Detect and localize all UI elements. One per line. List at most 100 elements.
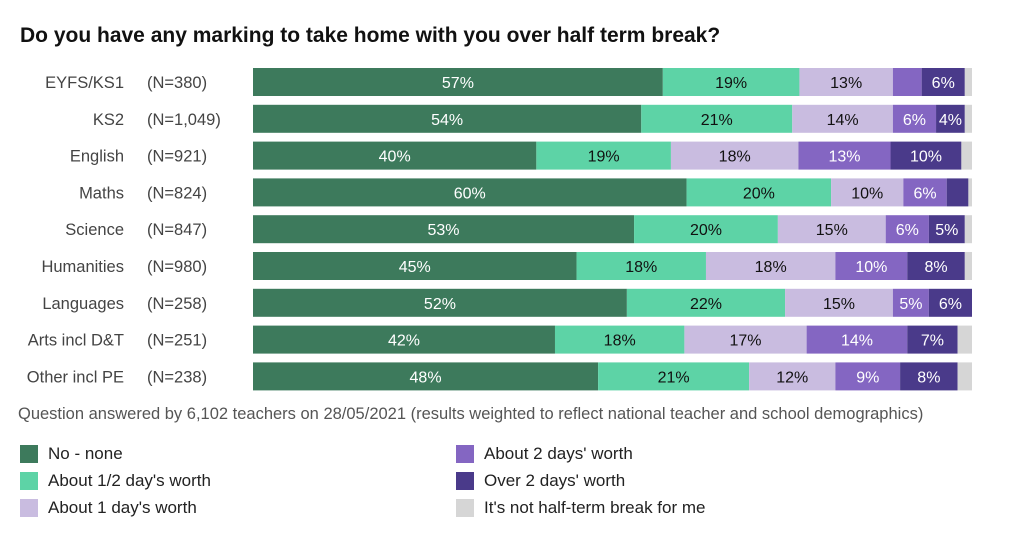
data-label: 12% <box>776 369 808 386</box>
bar-segment <box>253 288 627 317</box>
data-label: 5% <box>935 222 958 239</box>
sample-size-label: (N=921) <box>147 148 207 166</box>
sample-size-label: (N=1,049) <box>147 111 221 129</box>
bar-segment <box>928 288 972 317</box>
data-label: 54% <box>431 112 463 129</box>
data-label: 10% <box>855 259 887 276</box>
sample-size-label: (N=238) <box>147 368 207 386</box>
bar-segment <box>885 215 929 244</box>
legend-swatch <box>20 472 38 490</box>
legend-item-two-days: About 2 days' worth <box>456 443 633 465</box>
legend-label: About 1/2 day's worth <box>48 471 211 490</box>
data-label: 45% <box>399 259 431 276</box>
bar-segment <box>253 215 635 244</box>
chart-footnote: Question answered by 6,102 teachers on 2… <box>18 405 924 423</box>
sample-size-label: (N=847) <box>147 221 207 239</box>
data-label: 60% <box>454 185 486 202</box>
category-label: Other incl PE <box>27 368 124 386</box>
bar-segment <box>907 325 958 354</box>
bar-segment <box>749 362 836 391</box>
data-label: 6% <box>939 296 962 313</box>
bar-segment <box>634 215 778 244</box>
bar-segment <box>253 325 555 354</box>
data-label: 19% <box>715 75 747 92</box>
bar-segment <box>626 288 786 317</box>
bar-segment <box>576 252 706 280</box>
bar-segment <box>921 68 965 96</box>
bar-segment <box>777 215 886 244</box>
data-label: 10% <box>910 149 942 166</box>
bar-segment <box>253 252 577 280</box>
bar-segment <box>253 141 537 170</box>
data-label: 22% <box>690 296 722 313</box>
bar-segment <box>785 288 893 317</box>
bar-segment <box>831 178 904 207</box>
bar-segment <box>892 68 922 96</box>
sample-size-label: (N=824) <box>147 184 207 202</box>
legend-item-half-day: About 1/2 day's worth <box>20 470 211 492</box>
sample-size-label: (N=980) <box>147 258 207 276</box>
bar-segment <box>253 178 687 207</box>
data-label: 42% <box>388 333 420 350</box>
data-label: 48% <box>410 369 442 386</box>
bar-segment <box>964 68 972 96</box>
legend-label: No - none <box>48 444 123 463</box>
category-label: Science <box>65 221 124 239</box>
bar-segment <box>964 252 972 280</box>
legend-item-not-half-term: It's not half-term break for me <box>456 497 706 519</box>
data-label: 18% <box>604 333 636 350</box>
data-label: 15% <box>823 296 855 313</box>
bar-segment <box>253 362 599 391</box>
category-label: Arts incl D&T <box>28 332 124 350</box>
legend-swatch <box>20 445 38 463</box>
bar-segment <box>670 141 799 170</box>
bar-segment <box>798 141 891 170</box>
sample-size-label: (N=380) <box>147 74 207 92</box>
bar-segment <box>946 178 969 207</box>
bar-segment <box>799 68 893 96</box>
legend-label: About 2 days' worth <box>484 444 633 463</box>
bar-segment <box>686 178 832 207</box>
data-label: 18% <box>625 259 657 276</box>
data-label: 13% <box>828 149 860 166</box>
bar-segment <box>968 178 972 207</box>
data-label: 21% <box>658 369 690 386</box>
legend-label: It's not half-term break for me <box>484 498 706 517</box>
data-label: 6% <box>896 222 919 239</box>
data-label: 5% <box>899 296 922 313</box>
data-label: 17% <box>729 333 761 350</box>
bar-segment <box>536 141 671 170</box>
bar-segment <box>957 325 972 354</box>
category-label: English <box>70 148 124 166</box>
data-label: 10% <box>851 185 883 202</box>
legend-label: Over 2 days' worth <box>484 471 626 490</box>
data-label: 8% <box>924 259 947 276</box>
bar-segment <box>964 104 972 133</box>
bar-segment <box>554 325 685 354</box>
legend-swatch <box>456 472 474 490</box>
data-label: 15% <box>816 222 848 239</box>
category-label: Maths <box>79 184 124 202</box>
legend-swatch <box>20 499 38 517</box>
data-label: 4% <box>939 112 962 129</box>
legend-label: About 1 day's worth <box>48 498 197 517</box>
legend-swatch <box>456 445 474 463</box>
bar-segment <box>662 68 800 96</box>
data-label: 52% <box>424 296 456 313</box>
data-label: 7% <box>921 333 944 350</box>
data-label: 6% <box>913 185 936 202</box>
bar-segment <box>253 104 642 133</box>
bar-segment <box>964 215 972 244</box>
data-label: 13% <box>830 75 862 92</box>
bar-segment <box>835 252 908 280</box>
legend-item-no-none: No - none <box>20 443 123 465</box>
bar-segment <box>598 362 750 391</box>
data-label: 53% <box>428 222 460 239</box>
bar-segment <box>936 104 965 133</box>
category-label: KS2 <box>93 111 124 129</box>
bar-segment <box>835 362 901 391</box>
bar-segment <box>903 178 947 207</box>
data-label: 20% <box>690 222 722 239</box>
data-label: 14% <box>841 333 873 350</box>
data-label: 9% <box>856 369 879 386</box>
